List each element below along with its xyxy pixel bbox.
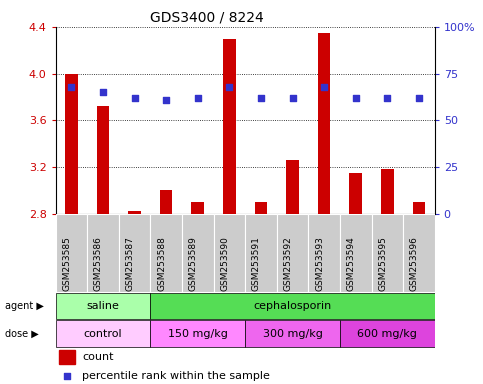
Point [194, 95, 201, 101]
Text: GSM253590: GSM253590 [220, 236, 229, 291]
Text: 150 mg/kg: 150 mg/kg [168, 329, 227, 339]
Text: GSM253585: GSM253585 [62, 236, 71, 291]
Bar [403, 214, 435, 292]
Bar [223, 38, 236, 214]
Text: GSM253591: GSM253591 [252, 236, 261, 291]
Bar [150, 214, 182, 292]
Point [289, 95, 297, 101]
Bar [59, 350, 74, 364]
Point [226, 84, 233, 90]
Bar [340, 320, 435, 347]
Bar [245, 214, 277, 292]
Bar [412, 202, 425, 214]
Text: cephalosporin: cephalosporin [254, 301, 332, 311]
Bar [308, 214, 340, 292]
Text: 600 mg/kg: 600 mg/kg [357, 329, 417, 339]
Bar [56, 293, 150, 319]
Bar [56, 320, 150, 347]
Point [131, 95, 139, 101]
Bar [318, 33, 330, 214]
Point [162, 97, 170, 103]
Bar [87, 214, 119, 292]
Bar [286, 160, 299, 214]
Title: GDS3400 / 8224: GDS3400 / 8224 [150, 10, 264, 24]
Point [352, 95, 359, 101]
Bar [245, 320, 340, 347]
Bar [119, 214, 150, 292]
Point [99, 89, 107, 95]
Text: GSM253589: GSM253589 [189, 236, 198, 291]
Bar [340, 214, 371, 292]
Bar [65, 74, 78, 214]
Text: GSM253588: GSM253588 [157, 236, 166, 291]
Text: GSM253593: GSM253593 [315, 236, 324, 291]
Bar [128, 211, 141, 214]
Bar [371, 214, 403, 292]
Point [257, 95, 265, 101]
Point [384, 95, 391, 101]
Text: control: control [84, 329, 122, 339]
Bar [191, 202, 204, 214]
Text: GSM253586: GSM253586 [94, 236, 103, 291]
Text: GSM253587: GSM253587 [126, 236, 135, 291]
Text: GSM253592: GSM253592 [284, 236, 293, 291]
Text: GSM253596: GSM253596 [410, 236, 419, 291]
Text: count: count [82, 352, 114, 362]
Point [415, 95, 423, 101]
Point [63, 373, 71, 379]
Text: percentile rank within the sample: percentile rank within the sample [82, 371, 270, 381]
Bar [213, 214, 245, 292]
Text: 300 mg/kg: 300 mg/kg [263, 329, 323, 339]
Bar [277, 214, 308, 292]
Text: agent ▶: agent ▶ [5, 301, 43, 311]
Point [68, 84, 75, 90]
Bar [150, 320, 245, 347]
Point [320, 84, 328, 90]
Text: GSM253594: GSM253594 [347, 236, 355, 291]
Text: saline: saline [86, 301, 119, 311]
Bar [56, 214, 87, 292]
Bar [182, 214, 213, 292]
Bar [349, 173, 362, 214]
Bar [97, 106, 109, 214]
Bar [150, 293, 435, 319]
Bar [255, 202, 267, 214]
Bar [381, 169, 394, 214]
Bar [160, 190, 172, 214]
Text: GSM253595: GSM253595 [378, 236, 387, 291]
Text: dose ▶: dose ▶ [5, 329, 39, 339]
